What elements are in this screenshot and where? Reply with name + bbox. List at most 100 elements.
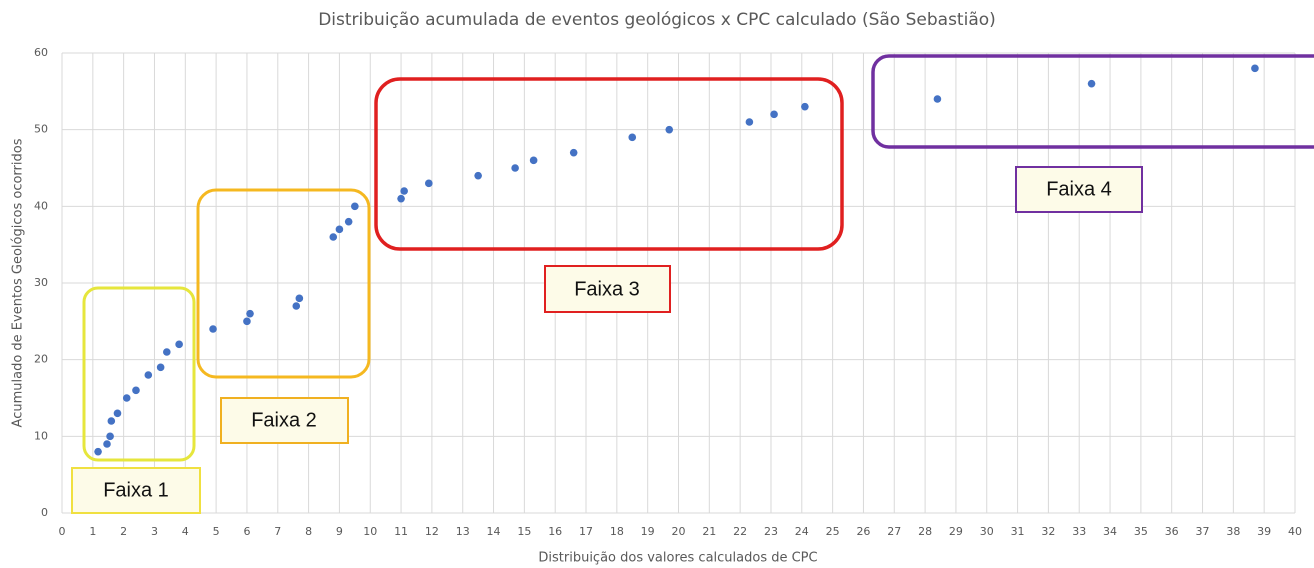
point <box>106 432 114 441</box>
x-tick-label: 35 <box>1134 525 1148 538</box>
point <box>425 179 433 188</box>
x-tick-label: 29 <box>949 525 963 538</box>
point <box>144 371 153 379</box>
x-tick-label: 31 <box>1011 525 1025 538</box>
x-tick-label: 32 <box>1041 525 1055 538</box>
x-tick-label: 33 <box>1072 525 1086 538</box>
point <box>132 386 140 395</box>
point <box>511 164 519 172</box>
label-box <box>220 397 349 444</box>
x-tick-label: 18 <box>610 525 624 538</box>
point <box>163 348 171 356</box>
x-tick-label: 3 <box>151 525 158 538</box>
x-tick-label: 6 <box>243 525 250 538</box>
x-tick-label: 38 <box>1226 525 1240 538</box>
x-tick-label: 17 <box>579 525 593 538</box>
x-tick-label: 7 <box>274 525 281 538</box>
x-tick-label: 19 <box>641 525 655 538</box>
x-tick-label: 25 <box>826 525 840 538</box>
x-tick-label: 23 <box>764 525 778 538</box>
x-tick-label: 15 <box>517 525 531 538</box>
x-tick-label: 26 <box>856 525 870 538</box>
x-tick-label: 40 <box>1288 525 1302 538</box>
y-tick-label: 20 <box>34 353 48 366</box>
x-tick-label: 5 <box>213 525 220 538</box>
x-tick-label: 30 <box>980 525 994 538</box>
points <box>94 64 1259 456</box>
annotation: Faixa 1 <box>103 479 169 501</box>
point <box>400 187 408 195</box>
label-box <box>71 467 201 514</box>
group-outline <box>871 54 1314 149</box>
x-tick-label: 20 <box>672 525 686 538</box>
point <box>292 302 301 310</box>
x-tick-label: 2 <box>120 525 127 538</box>
x-tick-label: 16 <box>548 525 562 538</box>
group-outline <box>374 77 844 251</box>
point <box>474 171 482 180</box>
point <box>933 95 942 103</box>
annotation: Faixa 4 <box>1046 178 1112 200</box>
y-tick-label: 30 <box>34 276 48 289</box>
x-tick-label: 28 <box>918 525 932 538</box>
y-axis-title: Acumulado de Eventos Geológicos ocorrido… <box>11 138 26 427</box>
x-tick-label: 11 <box>394 525 408 538</box>
y-tick-label: 50 <box>34 123 48 136</box>
point <box>1251 64 1259 73</box>
point <box>156 363 165 372</box>
point <box>295 294 304 303</box>
x-tick-label: 24 <box>795 525 809 538</box>
x-tick-label: 22 <box>733 525 747 538</box>
x-tick-label: 4 <box>182 525 189 538</box>
point <box>1087 79 1096 88</box>
point <box>745 118 754 126</box>
point <box>344 217 353 226</box>
x-tick-label: 9 <box>336 525 343 538</box>
point <box>529 156 538 165</box>
point <box>243 317 251 326</box>
point <box>770 110 778 119</box>
x-tick-label: 1 <box>89 525 96 538</box>
point <box>335 225 344 234</box>
point <box>103 440 111 448</box>
x-tick-label: 21 <box>702 525 716 538</box>
point <box>122 394 131 402</box>
point <box>329 233 338 241</box>
point <box>801 102 809 111</box>
x-tick-label: 36 <box>1165 525 1179 538</box>
x-tick-label: 13 <box>456 525 470 538</box>
x-tick-label: 8 <box>305 525 312 538</box>
point <box>94 447 102 456</box>
x-tick-label: 12 <box>425 525 439 538</box>
point <box>628 133 637 142</box>
label-box <box>1015 166 1143 213</box>
group-outline <box>82 286 196 462</box>
x-tick-label: 39 <box>1257 525 1271 538</box>
y-tick-label: 10 <box>34 429 48 442</box>
annotation: Faixa 3 <box>574 278 640 300</box>
x-tick-label: 34 <box>1103 525 1117 538</box>
point <box>351 202 359 211</box>
label-box <box>544 265 671 313</box>
x-tick-label: 0 <box>59 525 66 538</box>
chart-title: Distribuição acumulada de eventos geológ… <box>318 10 996 30</box>
point <box>209 325 217 333</box>
y-tick-label: 60 <box>34 46 48 59</box>
x-axis-title: Distribuição dos valores calculados de C… <box>538 551 817 566</box>
point <box>175 340 183 349</box>
x-tick-label: 37 <box>1196 525 1210 538</box>
point <box>397 194 405 203</box>
point <box>246 309 254 318</box>
point <box>113 409 122 418</box>
x-tick-label: 27 <box>887 525 901 538</box>
point <box>569 148 578 157</box>
annotation: Faixa 2 <box>251 409 317 431</box>
x-tick-label: 10 <box>363 525 377 538</box>
y-tick-label: 40 <box>34 199 48 212</box>
point <box>665 125 674 134</box>
group-outline <box>196 188 371 379</box>
y-tick-label: 0 <box>41 506 48 519</box>
x-tick-label: 14 <box>487 525 501 538</box>
point <box>107 417 116 425</box>
